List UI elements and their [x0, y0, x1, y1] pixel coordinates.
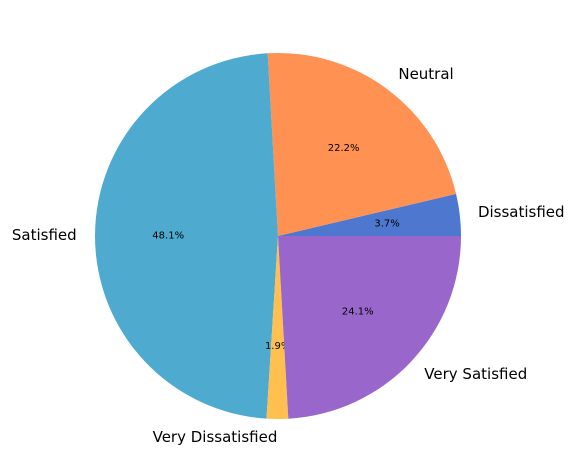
slice-label: Neutral [398, 65, 453, 83]
slice-label: Very Dissatisfied [153, 428, 278, 446]
percent-label: 1.9% [265, 341, 290, 352]
percent-label: 3.7% [374, 218, 399, 229]
pie-slice [278, 236, 461, 419]
slice-label: Dissatisfied [478, 203, 565, 221]
pie-slice [278, 193, 461, 236]
percent-label: 24.1% [342, 306, 374, 317]
slice-label: Very Satisfied [424, 365, 527, 383]
pie-slice [94, 53, 279, 419]
percent-label: 48.1% [152, 231, 184, 242]
slice-label: Satisfied [12, 226, 77, 244]
pie-slice [267, 53, 457, 236]
percent-label: 22.2% [328, 143, 360, 154]
pie-slice [266, 236, 289, 419]
